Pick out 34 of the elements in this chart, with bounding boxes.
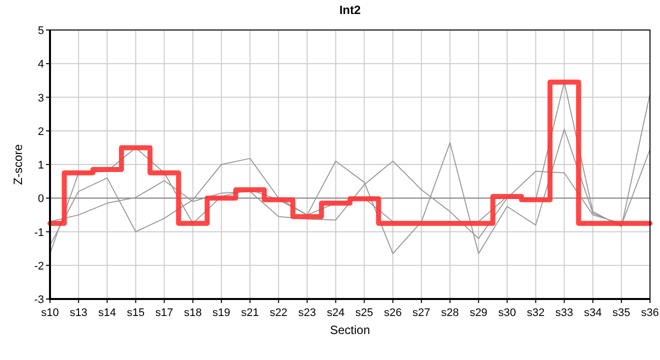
y-axis-title: Z-score bbox=[11, 144, 25, 185]
y-tick-label: 5 bbox=[38, 25, 44, 37]
x-tick-label: s19 bbox=[212, 307, 230, 319]
y-tick-label: 1 bbox=[38, 160, 44, 172]
x-tick-label: s32 bbox=[526, 307, 545, 319]
x-tick-label: s29 bbox=[470, 307, 488, 319]
y-tick-label: -2 bbox=[34, 260, 44, 272]
x-tick-label: s24 bbox=[326, 307, 345, 319]
y-tick-label: 3 bbox=[38, 92, 44, 104]
x-tick-label: s10 bbox=[41, 307, 59, 319]
y-tick-label: 4 bbox=[38, 58, 44, 71]
y-tick-label: -1 bbox=[34, 226, 44, 239]
y-tick-label: 0 bbox=[38, 193, 44, 206]
x-tick-label: s35 bbox=[612, 307, 630, 319]
x-tick-label: s28 bbox=[441, 307, 459, 319]
x-tick-label: s21 bbox=[241, 307, 259, 319]
x-tick-label: s34 bbox=[584, 307, 602, 319]
x-tick-label: s15 bbox=[126, 307, 145, 319]
x-tick-label: s23 bbox=[298, 307, 316, 319]
x-tick-label: s13 bbox=[70, 307, 88, 319]
y-tick-label: -3 bbox=[34, 294, 44, 306]
x-tick-label: s18 bbox=[184, 307, 202, 319]
x-tick-label: s33 bbox=[555, 307, 574, 319]
y-tick-label: 2 bbox=[38, 126, 44, 138]
x-tick-label: s30 bbox=[498, 307, 516, 319]
x-tick-label: s26 bbox=[384, 307, 402, 319]
x-tick-label: s36 bbox=[641, 307, 659, 319]
chart-title: Int2 bbox=[339, 3, 361, 17]
x-tick-label: s25 bbox=[355, 307, 374, 319]
x-tick-label: s14 bbox=[98, 307, 116, 319]
x-tick-label: s27 bbox=[412, 307, 430, 319]
x-tick-label: s17 bbox=[155, 307, 174, 319]
x-tick-label: s22 bbox=[270, 307, 288, 319]
x-axis-title: Section bbox=[330, 323, 370, 337]
